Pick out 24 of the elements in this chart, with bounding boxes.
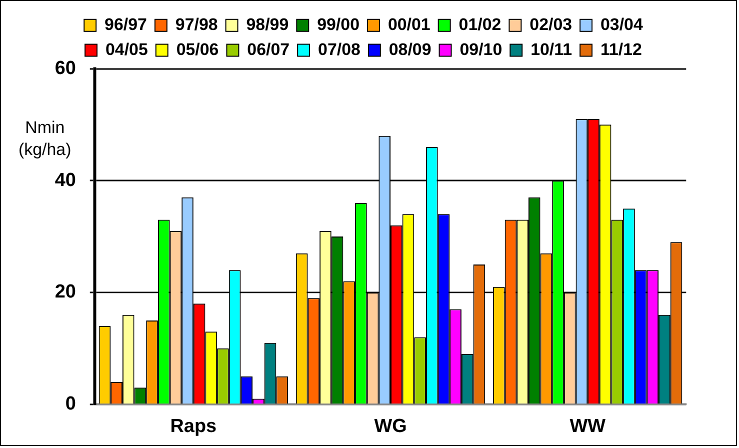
x-tick-label: Raps <box>170 416 217 437</box>
legend-label: 96/97 <box>104 15 147 34</box>
legend-label: 11/12 <box>600 40 642 59</box>
legend-label: 97/98 <box>175 15 218 34</box>
legend-label: 04/05 <box>105 40 148 59</box>
x-tick-label: WW <box>570 416 606 437</box>
y-tick-label: 60 <box>54 58 76 79</box>
x-tick-label: WG <box>374 416 407 437</box>
legend-label: 01/02 <box>458 15 502 34</box>
legend-label: 99/00 <box>317 15 360 34</box>
legend-label: 10/11 <box>530 40 572 59</box>
legend-label: 98/99 <box>246 15 289 34</box>
y-tick-label: 0 <box>65 394 76 415</box>
legend-label: 09/10 <box>460 40 502 59</box>
y-tick-label: 40 <box>54 170 76 191</box>
legend-label: 03/04 <box>600 15 644 34</box>
y-tick-label: 20 <box>54 282 76 303</box>
legend-label: 06/07 <box>247 40 290 59</box>
y-axis-title: Nmin (kg/ha) <box>18 118 72 159</box>
legend-label: 07/08 <box>318 40 360 59</box>
legend-label: 08/09 <box>388 40 432 59</box>
legend-label: 00/01 <box>388 15 430 34</box>
legend-label: 02/03 <box>530 15 572 34</box>
legend-label: 05/06 <box>176 40 219 59</box>
